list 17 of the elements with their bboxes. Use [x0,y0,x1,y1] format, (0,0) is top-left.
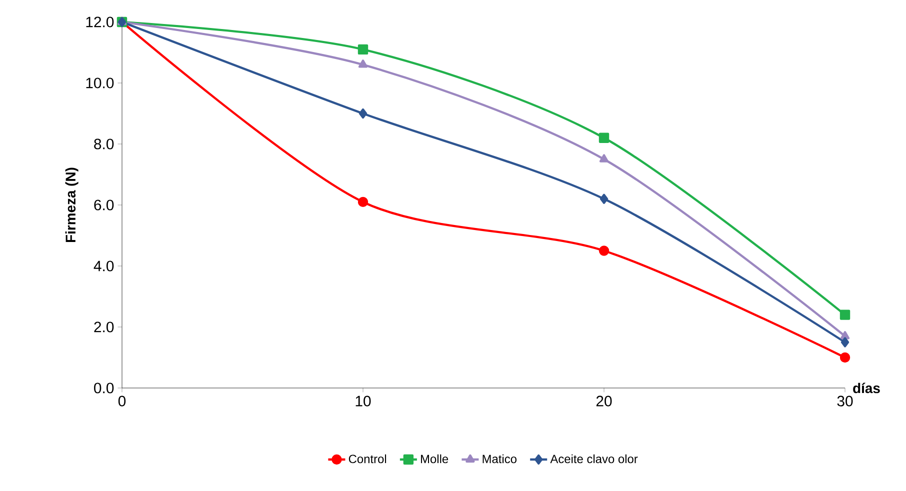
y-tick-label: 10.0 [86,78,114,88]
y-tick-label: 8.0 [94,138,114,150]
y-tick-label: 6.0 [94,200,114,210]
x-tick-label: 10 [356,396,371,406]
x-tick-label: 0 [118,396,126,406]
y-tick-label: 2.0 [94,322,114,332]
legend-label: Control [348,454,386,464]
x-tick-label: 20 [596,396,612,406]
y-tick-label: 0.0 [94,382,114,394]
y-tick-label: 12.0 [86,16,114,28]
legend-label: Matico [482,454,516,464]
x-axis-title: días [853,382,880,394]
y-axis-title: Firmeza (N) [65,168,78,242]
legend-label: Aceite clavo olor [550,454,638,464]
legend-label: Molle [421,454,448,464]
y-tick-label: 4.0 [94,260,114,272]
x-tick-label: 30 [837,396,853,406]
